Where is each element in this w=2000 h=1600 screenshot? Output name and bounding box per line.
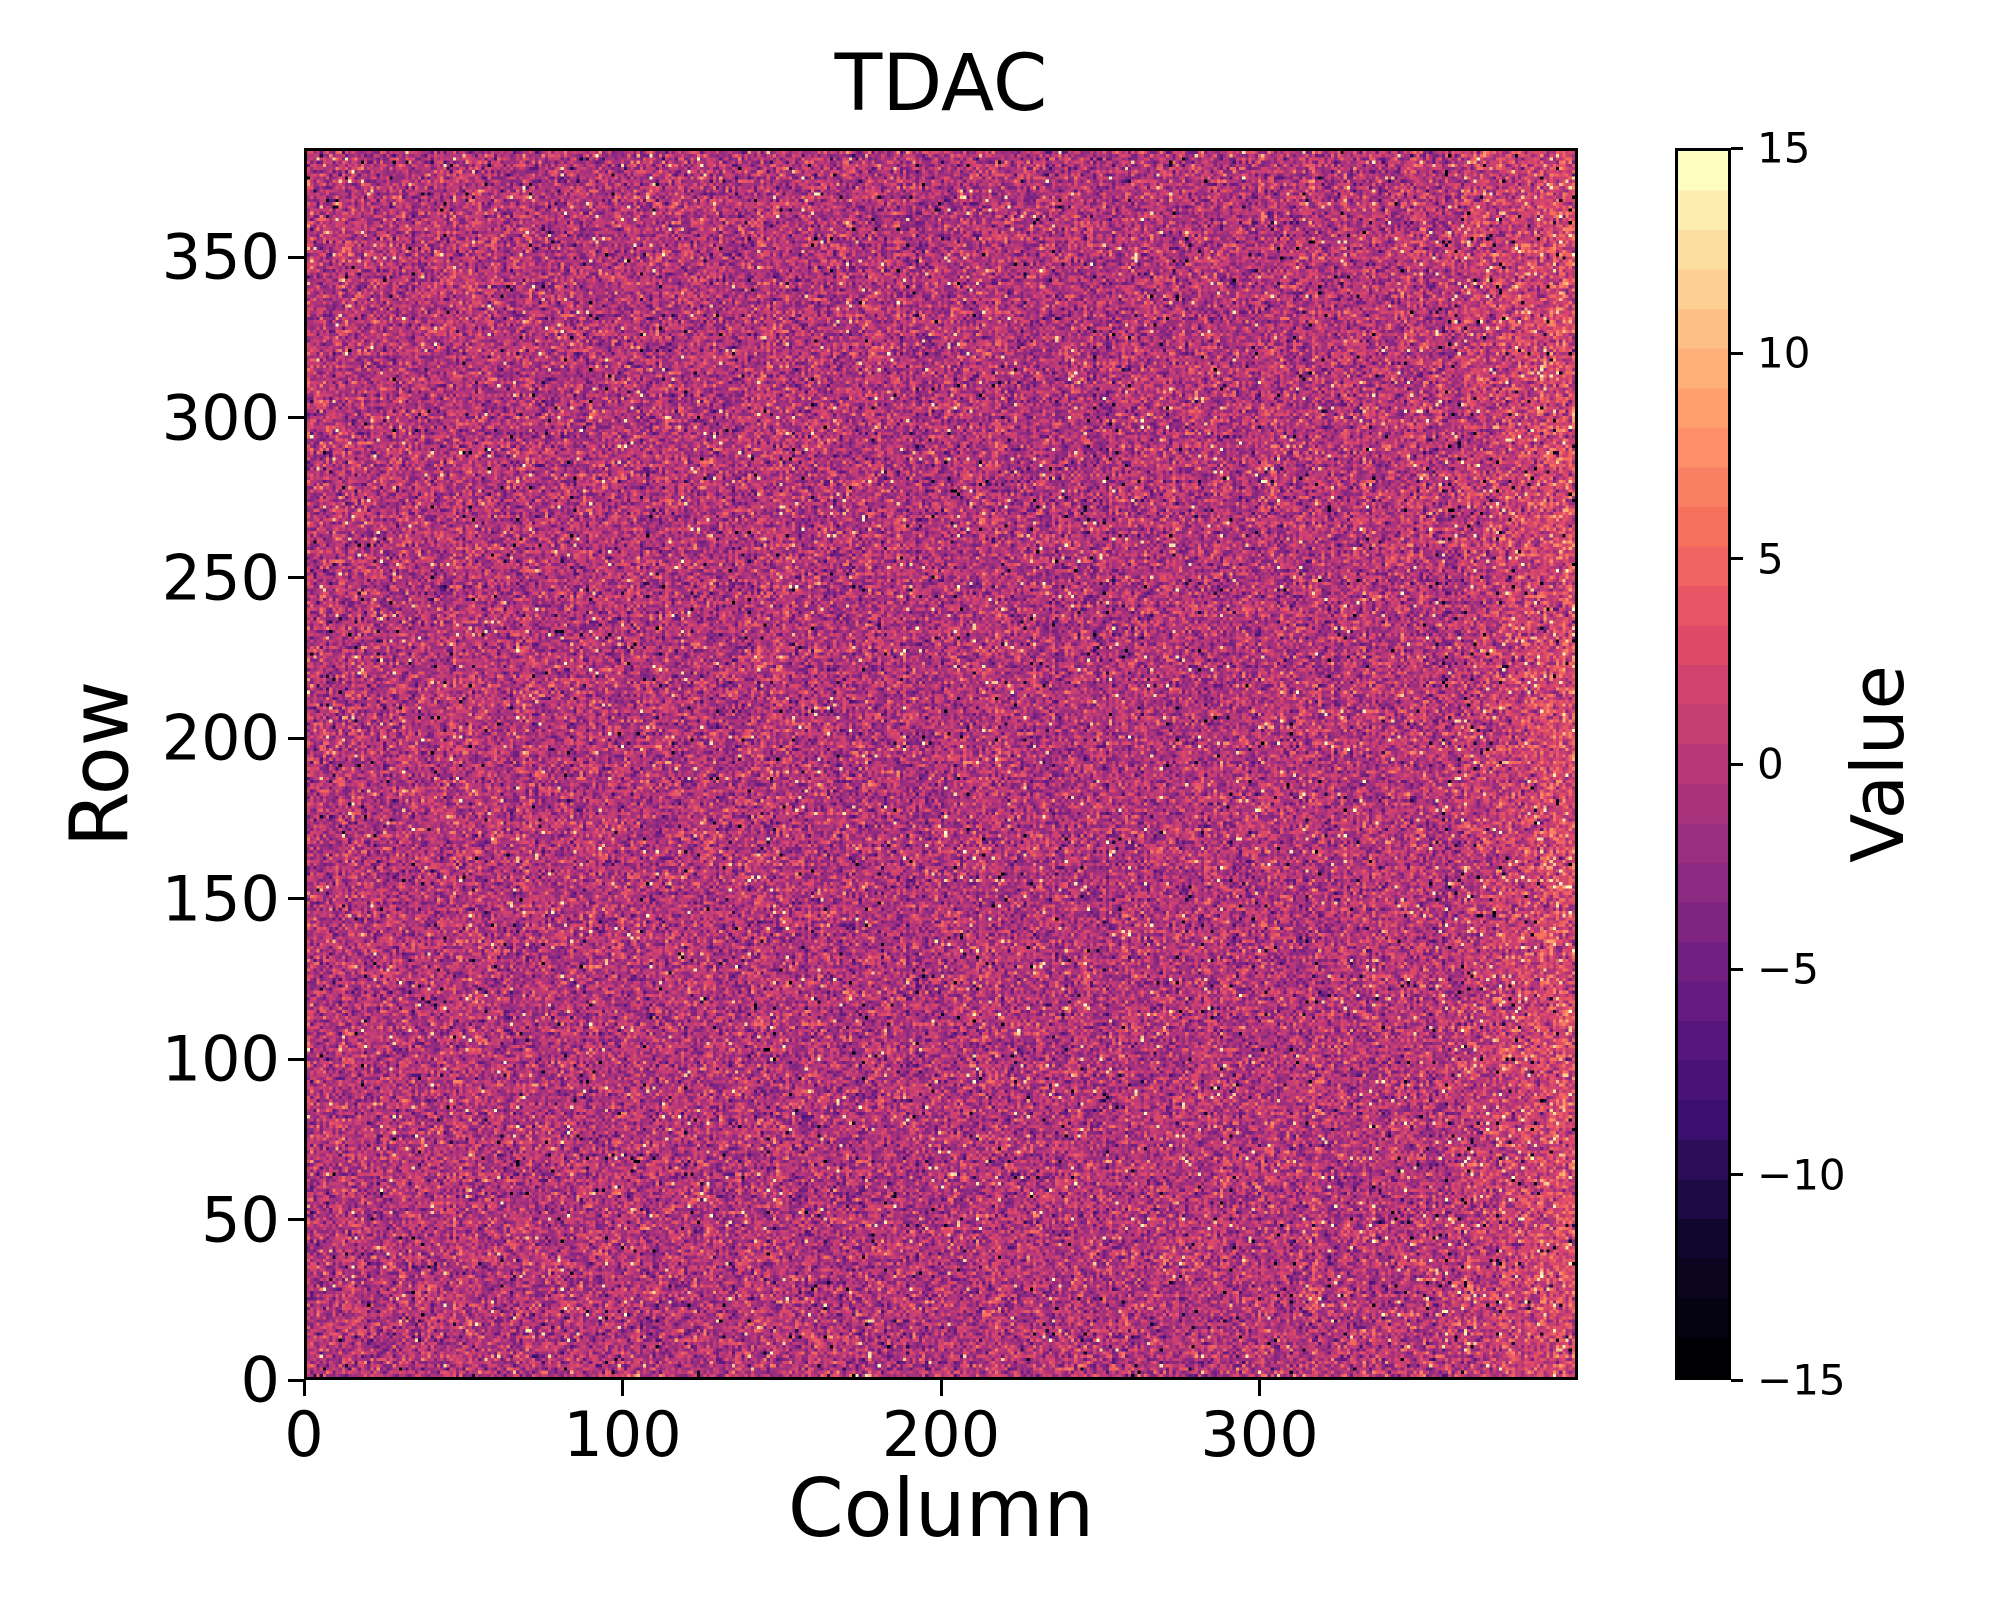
x-tick-mark — [939, 1380, 943, 1396]
x-tick-label: 300 — [1200, 1398, 1319, 1471]
y-tick-label: 250 — [161, 541, 280, 615]
y-tick-mark — [288, 416, 304, 419]
colorbar-tick-label: 0 — [1757, 739, 1784, 789]
colorbar — [1675, 148, 1731, 1380]
colorbar-tick-label: −10 — [1757, 1150, 1846, 1200]
x-tick-mark — [621, 1380, 624, 1396]
y-tick-label: 0 — [240, 1343, 280, 1417]
colorbar-canvas — [1678, 151, 1728, 1377]
colorbar-label: Value — [1836, 665, 1920, 863]
y-tick-mark — [288, 255, 304, 259]
colorbar-tick-mark — [1731, 1378, 1743, 1382]
x-axis-label: Column — [787, 1462, 1095, 1555]
y-tick-mark — [288, 897, 304, 901]
y-tick-label: 150 — [161, 862, 280, 936]
colorbar-tick-mark — [1731, 1173, 1743, 1177]
y-tick-mark — [288, 576, 304, 580]
y-tick-label: 100 — [161, 1022, 280, 1096]
chart-title: TDAC — [834, 39, 1048, 129]
y-tick-label: 50 — [201, 1183, 280, 1257]
y-tick-mark — [288, 1378, 304, 1382]
colorbar-tick-label: 15 — [1757, 123, 1811, 173]
y-tick-mark — [288, 1057, 304, 1061]
x-tick-mark — [302, 1380, 306, 1396]
y-tick-label: 350 — [161, 220, 280, 294]
colorbar-tick-mark — [1731, 557, 1743, 561]
colorbar-tick-mark — [1731, 146, 1743, 150]
heatmap-canvas — [307, 151, 1575, 1377]
y-tick-label: 200 — [161, 701, 280, 775]
colorbar-tick-mark — [1731, 762, 1743, 766]
colorbar-tick-label: −5 — [1757, 944, 1819, 994]
y-tick-mark — [288, 1218, 304, 1222]
colorbar-tick-label: 10 — [1757, 328, 1811, 378]
plot-area — [304, 148, 1578, 1380]
colorbar-tick-mark — [1731, 967, 1743, 971]
x-tick-label: 0 — [284, 1398, 324, 1471]
y-tick-label: 300 — [161, 381, 280, 454]
x-tick-mark — [1258, 1380, 1261, 1396]
colorbar-tick-label: −15 — [1757, 1355, 1846, 1405]
x-tick-label: 200 — [881, 1398, 1001, 1471]
y-tick-mark — [288, 736, 304, 740]
x-tick-label: 100 — [563, 1398, 682, 1471]
colorbar-tick-mark — [1731, 351, 1743, 355]
colorbar-tick-label: 5 — [1757, 534, 1784, 584]
